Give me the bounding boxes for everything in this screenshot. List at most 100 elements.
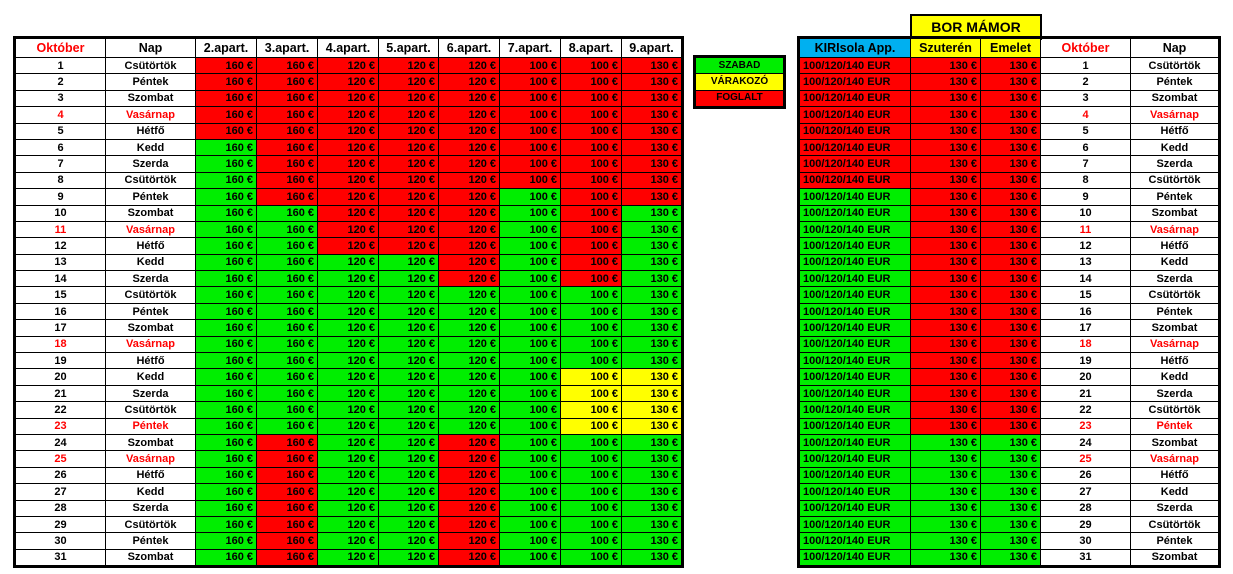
day-cell: 4 bbox=[15, 106, 106, 124]
day-cell: Hétfő bbox=[1130, 466, 1219, 485]
price-cell: 120 € bbox=[378, 302, 439, 321]
day-cell: Kedd bbox=[1130, 138, 1219, 157]
price-cell: 130 € bbox=[980, 483, 1041, 501]
price-cell: 160 € bbox=[256, 155, 318, 173]
price-cell: 130 € bbox=[910, 237, 981, 255]
price-cell: 120 € bbox=[378, 466, 439, 485]
price-cell: 130 € bbox=[621, 483, 682, 501]
price-cell: 160 € bbox=[195, 270, 257, 288]
price-cell: 130 € bbox=[910, 384, 981, 403]
row: 4 Vasárnap 160 €160 €120 €120 €120 €100 €1… bbox=[15, 106, 682, 124]
row: 3 Szombat 160 €160 €120 €120 €120 €100 €10… bbox=[15, 89, 682, 108]
price-cell: 130 € bbox=[980, 352, 1041, 370]
row: 100/120/140 EUR 130 €130 €2 Péntek bbox=[799, 73, 1219, 91]
price-cell: 120 € bbox=[317, 253, 379, 272]
price-cell: 120 € bbox=[317, 450, 379, 468]
day-cell: Péntek bbox=[105, 302, 196, 321]
day-cell: 25 bbox=[15, 450, 106, 468]
price-cell: 120 € bbox=[438, 56, 500, 75]
price-cell: 160 € bbox=[195, 548, 257, 567]
price-cell: 160 € bbox=[256, 302, 318, 321]
price-cell: 130 € bbox=[621, 548, 682, 567]
price-cell: 100/120/140 EUR bbox=[799, 401, 911, 419]
price-cell: 100/120/140 EUR bbox=[799, 548, 911, 567]
price-cell: 100 € bbox=[499, 368, 561, 386]
day-cell: Szombat bbox=[105, 89, 196, 108]
price-cell: 100 € bbox=[560, 106, 622, 124]
price-cell: 100 € bbox=[560, 171, 622, 190]
day-cell: Hétfő bbox=[1130, 122, 1219, 140]
price-cell: 100/120/140 EUR bbox=[799, 138, 911, 157]
price-cell: 120 € bbox=[438, 499, 500, 517]
price-cell: 120 € bbox=[317, 73, 379, 91]
column-header: 7.apart. bbox=[499, 38, 561, 58]
row: 100/120/140 EUR 130 €130 €31 Szombat bbox=[799, 548, 1219, 567]
column-header: 9.apart. bbox=[621, 38, 682, 58]
column-header: Szuterén bbox=[910, 38, 981, 58]
price-cell: 160 € bbox=[256, 204, 318, 222]
price-cell: 120 € bbox=[438, 302, 500, 321]
price-cell: 160 € bbox=[256, 56, 318, 75]
day-cell: 8 bbox=[1040, 171, 1131, 190]
price-cell: 100/120/140 EUR bbox=[799, 384, 911, 403]
price-cell: 100 € bbox=[560, 204, 622, 222]
price-cell: 120 € bbox=[378, 155, 439, 173]
price-cell: 120 € bbox=[438, 417, 500, 435]
day-cell: 13 bbox=[1040, 253, 1131, 272]
price-cell: 100 € bbox=[499, 106, 561, 124]
row: 23 Péntek 160 €160 €120 €120 €120 €100 €10… bbox=[15, 417, 682, 435]
price-cell: 130 € bbox=[910, 188, 981, 206]
price-cell: 130 € bbox=[910, 515, 981, 534]
header-row: KIRIsola App. Szuterén Emelet Október Nap bbox=[799, 38, 1219, 58]
row: 15 Csütörtök 160 €160 €120 €120 €120 €100 … bbox=[15, 286, 682, 304]
price-cell: 100 € bbox=[560, 286, 622, 304]
column-header: 4.apart. bbox=[317, 38, 379, 58]
day-cell: Szombat bbox=[1130, 319, 1219, 337]
price-cell: 130 € bbox=[980, 335, 1041, 354]
day-cell: Péntek bbox=[105, 73, 196, 91]
price-cell: 130 € bbox=[910, 122, 981, 140]
price-cell: 100 € bbox=[499, 188, 561, 206]
price-cell: 120 € bbox=[378, 532, 439, 550]
price-cell: 100 € bbox=[560, 401, 622, 419]
price-cell: 120 € bbox=[378, 368, 439, 386]
legend-row: VÁRAKOZÓ bbox=[695, 73, 784, 91]
price-cell: 160 € bbox=[195, 466, 257, 485]
price-cell: 160 € bbox=[256, 483, 318, 501]
day-cell: Csütörtök bbox=[105, 515, 196, 534]
price-cell: 120 € bbox=[378, 56, 439, 75]
day-cell: 14 bbox=[1040, 270, 1131, 288]
price-cell: 100/120/140 EUR bbox=[799, 56, 911, 75]
price-cell: 160 € bbox=[256, 548, 318, 567]
day-cell: 4 bbox=[1040, 106, 1131, 124]
price-cell: 130 € bbox=[980, 204, 1041, 222]
row: 100/120/140 EUR 130 €130 €9 Péntek bbox=[799, 188, 1219, 206]
price-cell: 120 € bbox=[438, 89, 500, 108]
day-cell: 7 bbox=[15, 155, 106, 173]
price-cell: 130 € bbox=[910, 466, 981, 485]
price-cell: 130 € bbox=[910, 106, 981, 124]
day-cell: Csütörtök bbox=[105, 171, 196, 190]
row: 100/120/140 EUR 130 €130 €12 Hétfő bbox=[799, 237, 1219, 255]
day-cell: 22 bbox=[15, 401, 106, 419]
price-cell: 130 € bbox=[980, 122, 1041, 140]
row: 100/120/140 EUR 130 €130 €29 Csütörtök bbox=[799, 515, 1219, 534]
column-header: Október bbox=[15, 38, 106, 58]
price-cell: 130 € bbox=[621, 384, 682, 403]
price-cell: 120 € bbox=[438, 237, 500, 255]
price-cell: 100 € bbox=[560, 319, 622, 337]
price-cell: 160 € bbox=[256, 220, 318, 239]
price-cell: 160 € bbox=[256, 270, 318, 288]
price-cell: 160 € bbox=[256, 122, 318, 140]
row: 100/120/140 EUR 130 €130 €21 Szerda bbox=[799, 384, 1219, 403]
price-cell: 130 € bbox=[980, 401, 1041, 419]
day-cell: Szerda bbox=[1130, 384, 1219, 403]
day-cell: 22 bbox=[1040, 401, 1131, 419]
price-cell: 130 € bbox=[621, 220, 682, 239]
day-cell: Kedd bbox=[105, 368, 196, 386]
price-cell: 120 € bbox=[317, 286, 379, 304]
row: 6 Kedd 160 €160 €120 €120 €120 €100 €100 €… bbox=[15, 138, 682, 157]
day-cell: 11 bbox=[15, 220, 106, 239]
price-cell: 100/120/140 EUR bbox=[799, 73, 911, 91]
price-cell: 130 € bbox=[621, 335, 682, 354]
